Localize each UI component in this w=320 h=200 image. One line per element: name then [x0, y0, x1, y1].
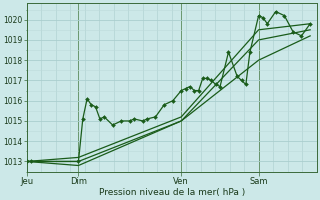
X-axis label: Pression niveau de la mer( hPa ): Pression niveau de la mer( hPa ) [99, 188, 245, 197]
